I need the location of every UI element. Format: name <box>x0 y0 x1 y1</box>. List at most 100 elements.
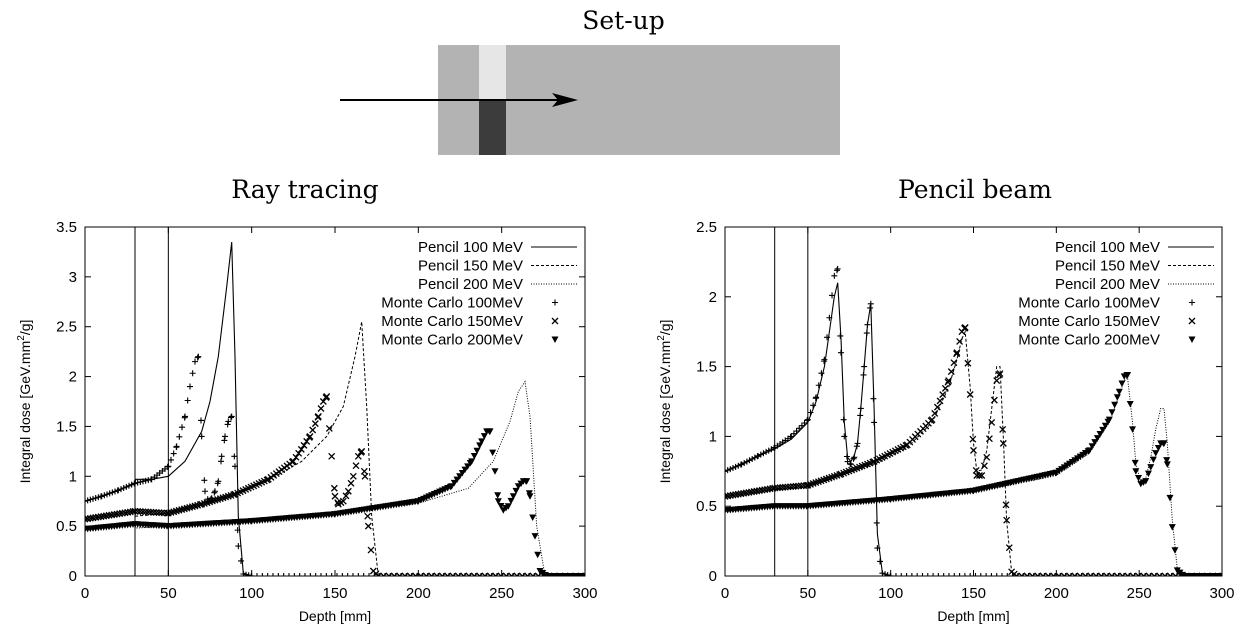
data-point <box>309 426 317 434</box>
data-point <box>1002 501 1010 509</box>
data-point <box>494 498 502 505</box>
data-point <box>1101 422 1109 430</box>
data-point <box>367 546 375 554</box>
data-point <box>908 573 915 576</box>
data-point <box>1093 435 1101 442</box>
data-point <box>803 481 810 489</box>
data-point <box>134 507 142 515</box>
data-point <box>801 419 808 426</box>
y-tick-label: 1.5 <box>696 359 717 376</box>
data-point <box>486 428 494 435</box>
data-point <box>374 572 382 576</box>
data-point <box>323 393 331 400</box>
data-point <box>184 397 191 404</box>
data-point <box>1009 573 1016 576</box>
y-tick-label: 1 <box>709 428 717 445</box>
data-point <box>951 573 958 576</box>
data-point <box>751 454 758 461</box>
legend-swatch <box>1189 299 1195 306</box>
data-point <box>857 412 864 419</box>
data-point <box>366 573 372 576</box>
data-point <box>461 466 469 474</box>
data-point <box>518 572 526 576</box>
data-point <box>385 572 393 576</box>
data-point <box>746 457 753 464</box>
x-tick-label: 100 <box>239 585 264 602</box>
data-point <box>961 324 969 331</box>
data-point <box>264 573 271 576</box>
data-point <box>996 370 1004 378</box>
data-point <box>1082 572 1089 576</box>
data-point <box>999 439 1007 447</box>
data-point <box>448 483 456 490</box>
plot-area <box>85 241 585 576</box>
data-point <box>985 435 993 443</box>
data-point <box>318 573 324 576</box>
data-point <box>1091 439 1099 446</box>
data-point <box>491 468 499 475</box>
data-point <box>1131 459 1139 467</box>
data-point <box>507 497 515 505</box>
y-tick-label: 1 <box>69 468 77 485</box>
data-point <box>1119 572 1127 576</box>
data-point <box>165 463 172 470</box>
chart-title-ray-tracing: Ray tracing <box>231 175 379 204</box>
data-point <box>339 497 347 505</box>
data-point <box>1154 444 1162 452</box>
data-point <box>873 519 880 526</box>
legend-label: Monte Carlo 150MeV <box>381 313 523 330</box>
data-point <box>829 292 836 299</box>
data-point <box>818 370 825 377</box>
legend-label: Pencil 150 MeV <box>1055 258 1160 275</box>
data-point <box>741 459 748 466</box>
data-point <box>1071 572 1079 576</box>
chart-title-pencil-beam: Pencil beam <box>898 175 1052 204</box>
data-point <box>254 573 260 576</box>
data-point <box>319 398 327 405</box>
data-point <box>344 487 352 495</box>
data-point <box>988 573 995 576</box>
setup-title: Set-up <box>582 6 665 35</box>
data-point <box>945 573 952 576</box>
data-point <box>328 573 335 576</box>
data-point <box>898 573 905 576</box>
data-point <box>983 453 991 461</box>
data-point <box>1129 572 1137 576</box>
data-point <box>1004 573 1011 576</box>
data-point <box>380 572 388 576</box>
data-point <box>478 438 486 445</box>
data-point <box>454 572 462 576</box>
y-tick-label: 0.5 <box>696 498 717 515</box>
data-point <box>361 472 369 480</box>
data-point <box>1126 401 1134 408</box>
data-point <box>248 573 255 576</box>
data-point <box>930 573 937 576</box>
data-point <box>877 558 884 565</box>
series-markers-monte-carlo-150mev <box>725 324 1222 576</box>
data-point <box>887 573 894 576</box>
data-point <box>245 572 252 576</box>
legend-label: Pencil 100 MeV <box>418 239 523 256</box>
legend-label: Monte Carlo 150MeV <box>1018 313 1160 330</box>
data-point <box>847 461 854 468</box>
data-point <box>841 433 848 440</box>
data-point <box>364 512 372 520</box>
data-point <box>1113 572 1121 576</box>
data-point <box>529 572 537 576</box>
data-point <box>760 450 767 457</box>
data-point <box>286 573 292 576</box>
data-point <box>1142 478 1150 485</box>
data-point <box>1166 494 1174 502</box>
data-point <box>87 496 94 503</box>
y-tick-label: 3 <box>69 269 77 286</box>
data-point <box>412 572 420 576</box>
data-point <box>978 472 986 479</box>
y-tick-label: 2 <box>709 289 717 306</box>
low-density-insert <box>479 45 506 100</box>
data-point <box>864 321 871 328</box>
data-point <box>489 449 497 457</box>
data-point <box>970 446 977 454</box>
data-point <box>1118 380 1126 388</box>
data-point <box>1085 447 1093 454</box>
data-point <box>481 572 489 576</box>
